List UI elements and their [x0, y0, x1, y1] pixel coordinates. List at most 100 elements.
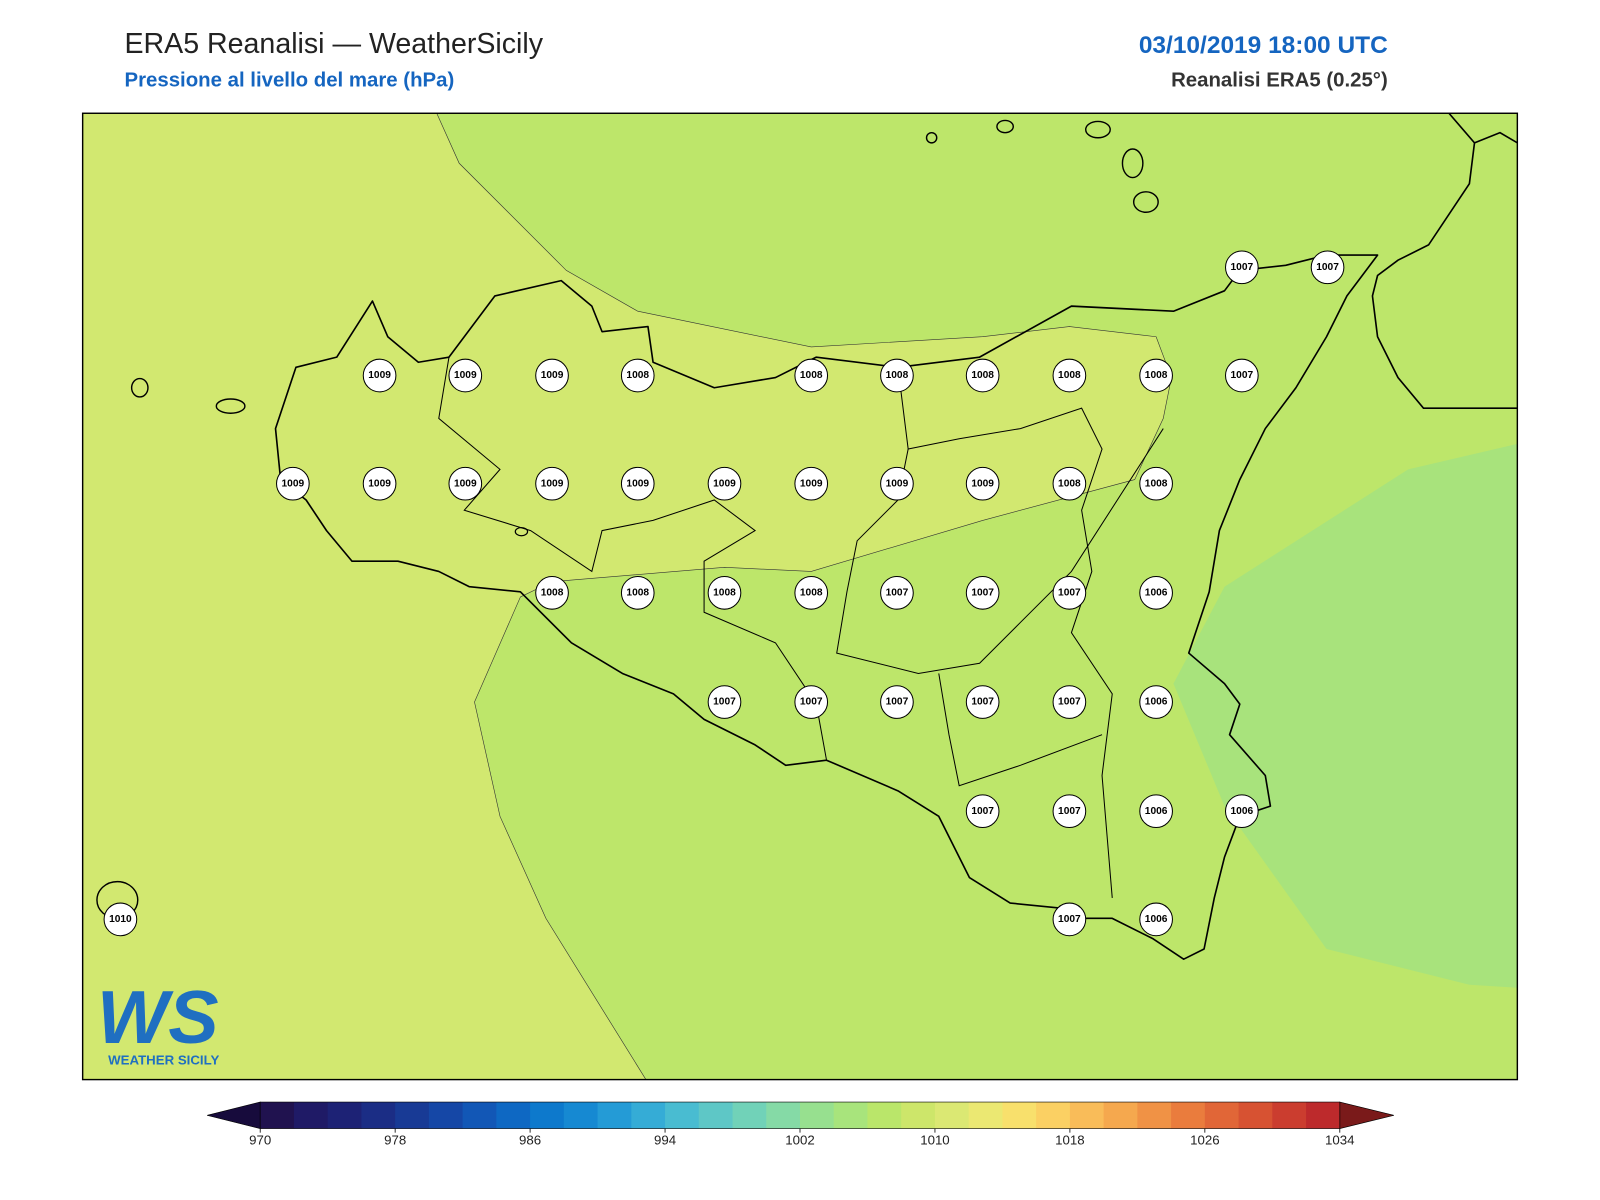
- station-value: 1007: [971, 806, 994, 817]
- station-marker: [880, 358, 914, 393]
- station-value: 1008: [541, 588, 564, 599]
- colorbar-tick-label: 978: [384, 1132, 406, 1147]
- station-marker: [1139, 902, 1173, 937]
- colorbar-bin: [1272, 1102, 1307, 1129]
- colorbar-bin: [1103, 1102, 1138, 1129]
- colorbar-bin: [934, 1102, 970, 1129]
- station-value: 1008: [971, 370, 994, 381]
- colorbar-bin: [665, 1102, 700, 1129]
- station-marker: [362, 466, 397, 501]
- station-value: 1009: [626, 478, 649, 489]
- station-value: 1008: [1145, 478, 1168, 489]
- colorbar-bin: [1204, 1102, 1240, 1129]
- station-marker: [535, 576, 569, 610]
- colorbar-tick-label: 970: [249, 1132, 271, 1147]
- station-marker: [1310, 250, 1345, 285]
- colorbar-bin: [462, 1102, 497, 1129]
- colorbar-tick-label: 1002: [785, 1132, 814, 1147]
- station-marker: [1139, 794, 1173, 829]
- station-value: 1007: [1058, 697, 1081, 708]
- station-marker: [707, 685, 742, 719]
- station-marker: [535, 466, 569, 501]
- station-marker: [1052, 358, 1087, 393]
- station-value: 1009: [368, 370, 391, 381]
- colorbar-bin: [597, 1102, 632, 1129]
- station-marker: [707, 576, 742, 610]
- station-value: 1007: [886, 697, 909, 708]
- station-layer: 1007 1007 1009 1009 1009 1008 1008 1008 1008 1008…: [103, 250, 1345, 937]
- station-marker: [535, 358, 569, 393]
- colorbar-under: [207, 1101, 261, 1129]
- colorbar-tick-label: 1026: [1190, 1132, 1219, 1147]
- colorbar-bin: [766, 1102, 801, 1129]
- island: [996, 119, 1014, 134]
- station-value: 1009: [282, 478, 305, 489]
- colorbar-bin: [1069, 1102, 1105, 1129]
- station-marker: [448, 358, 483, 393]
- station-marker: [880, 466, 914, 501]
- station-value: 1009: [454, 370, 477, 381]
- station-marker: [794, 466, 829, 501]
- station-marker: [707, 466, 742, 501]
- province-borders: [897, 367, 1113, 899]
- station-value: 1007: [1231, 262, 1254, 273]
- sicily-coast: [274, 254, 1379, 961]
- colorbar-bin: [732, 1102, 767, 1129]
- station-value: 1008: [626, 588, 649, 599]
- station-value: 1009: [368, 478, 391, 489]
- station-marker: [794, 358, 829, 393]
- field-1008-1010: [82, 113, 1172, 1080]
- station-value: 1007: [1058, 914, 1081, 925]
- station-value: 1007: [1058, 806, 1081, 817]
- station-value: 1006: [1145, 806, 1168, 817]
- colorbar-bin: [293, 1102, 329, 1129]
- colorbar-bin: [1171, 1102, 1206, 1129]
- colorbar-bin: [631, 1102, 666, 1129]
- province-borders: [938, 673, 1103, 787]
- island: [925, 131, 938, 144]
- station-marker: [965, 576, 1000, 610]
- colorbar-bin: [496, 1102, 531, 1129]
- map-frame: [81, 112, 1519, 1081]
- station-marker: [1139, 685, 1173, 719]
- station-value: 1009: [541, 370, 564, 381]
- station-marker: [103, 902, 138, 937]
- colorbar-over: [1339, 1101, 1394, 1129]
- colorbar-bin: [327, 1102, 362, 1129]
- station-value: 1008: [626, 370, 649, 381]
- station-value: 1008: [800, 370, 823, 381]
- station-value: 1007: [971, 588, 994, 599]
- datetime: 03/10/2019 18:00 UTC: [1139, 32, 1388, 59]
- colorbar-bin: [901, 1102, 936, 1129]
- station-value: 1009: [800, 478, 823, 489]
- colorbar-tick-label: 994: [654, 1132, 676, 1147]
- station-marker: [1052, 685, 1087, 719]
- station-value: 1009: [971, 478, 994, 489]
- logo-text: WEATHER SICILY: [108, 1052, 219, 1067]
- colorbar-bin: [260, 1102, 295, 1129]
- colorbar-tick-label: 1034: [1325, 1132, 1354, 1147]
- colorbar-tick-label: 1010: [920, 1132, 949, 1147]
- station-value: 1008: [713, 588, 736, 599]
- province-borders: [438, 357, 828, 761]
- title: ERA5 Reanalisi — WeatherSicily: [124, 28, 543, 60]
- station-value: 1009: [713, 478, 736, 489]
- island: [1085, 120, 1111, 139]
- station-marker: [620, 358, 655, 393]
- station-value: 1009: [454, 478, 477, 489]
- colorbar-bin: [1002, 1102, 1037, 1129]
- station-marker: [1139, 358, 1173, 393]
- station-value: 1009: [886, 478, 909, 489]
- station-value: 1007: [800, 697, 823, 708]
- station-marker: [794, 685, 829, 719]
- station-marker: [965, 794, 1000, 829]
- island: [215, 398, 246, 414]
- colorbar-bin: [563, 1102, 599, 1129]
- logo-mark: WS: [97, 976, 219, 1060]
- station-value: 1007: [713, 697, 736, 708]
- station-marker: [1052, 902, 1087, 937]
- colorbar-bin: [968, 1102, 1003, 1129]
- station-value: 1006: [1145, 588, 1168, 599]
